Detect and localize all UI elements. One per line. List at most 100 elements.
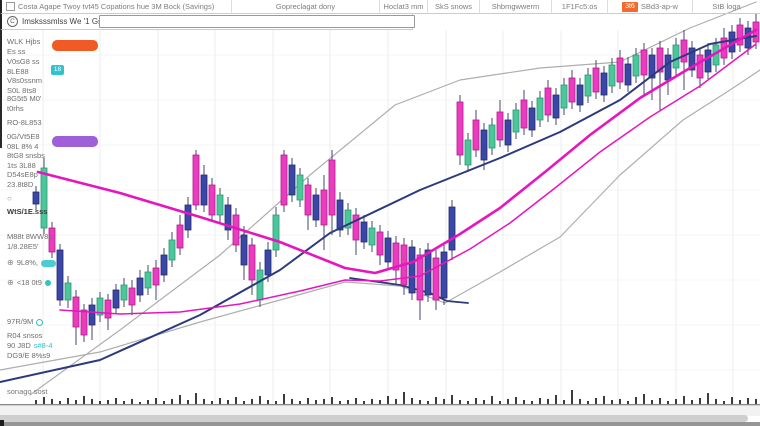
candle[interactable]	[120, 284, 128, 301]
candle[interactable]	[240, 234, 248, 266]
legend-item[interactable]: V8s0ssnm S0L 8ts8	[7, 76, 42, 95]
candle[interactable]	[32, 191, 40, 205]
candle[interactable]	[40, 167, 48, 229]
candle[interactable]	[320, 189, 328, 226]
watchlist-item[interactable]: Costa Agape Twoy tvt45 Copations hue 3M …	[0, 0, 232, 14]
candle[interactable]	[376, 231, 384, 256]
candle[interactable]	[704, 49, 712, 73]
candle[interactable]	[496, 111, 504, 141]
candle[interactable]	[160, 254, 168, 276]
candle[interactable]	[528, 107, 536, 131]
symbol-search-input[interactable]	[99, 15, 415, 28]
candle[interactable]	[464, 139, 472, 166]
candle[interactable]	[480, 129, 488, 161]
candle[interactable]	[208, 184, 216, 216]
candle[interactable]	[456, 101, 464, 156]
candle[interactable]	[680, 39, 688, 63]
candle[interactable]	[736, 24, 744, 46]
candle[interactable]	[640, 49, 648, 76]
candle[interactable]	[384, 237, 392, 263]
candle[interactable]	[632, 54, 640, 77]
candle[interactable]	[664, 54, 672, 81]
candle[interactable]	[432, 257, 440, 301]
legend-item[interactable]: RO-8L853	[7, 118, 42, 128]
candle[interactable]	[536, 97, 544, 121]
candle[interactable]	[112, 289, 120, 309]
candle[interactable]	[600, 72, 608, 96]
candle[interactable]	[576, 84, 584, 106]
toolbar-cell-3[interactable]: SkS snows	[428, 0, 480, 14]
candle[interactable]	[616, 57, 624, 83]
candle[interactable]	[200, 174, 208, 206]
candle[interactable]	[168, 239, 176, 261]
checkbox[interactable]	[6, 2, 15, 11]
candle[interactable]	[216, 194, 224, 216]
candle[interactable]	[296, 174, 304, 201]
legend-item[interactable]: WtS/1E.sss	[7, 207, 47, 217]
candle[interactable]	[272, 214, 280, 251]
candle[interactable]	[544, 87, 552, 116]
candle[interactable]	[304, 184, 312, 216]
toolbar-cell-1[interactable]: Gopreclagat dony	[232, 0, 380, 14]
candle[interactable]	[224, 204, 232, 231]
legend-item[interactable]: V0sG8 ss 8LE88 18	[7, 57, 64, 76]
candle[interactable]	[568, 77, 576, 103]
candle[interactable]	[672, 44, 680, 69]
candle[interactable]	[152, 267, 160, 286]
candle[interactable]	[176, 224, 184, 249]
legend-item[interactable]: 97R/9M	[7, 317, 44, 327]
candle[interactable]	[344, 209, 352, 229]
candle[interactable]	[624, 63, 632, 86]
candle[interactable]	[64, 282, 72, 301]
candle[interactable]	[336, 199, 344, 231]
candle[interactable]	[488, 124, 496, 149]
candle[interactable]	[48, 227, 56, 253]
candle[interactable]	[696, 54, 704, 79]
legend-item[interactable]: M88t 8WW8s 1/8.28E5'	[7, 232, 52, 251]
legend-item[interactable]: WLK Hjbs Es ss	[7, 37, 98, 56]
legend-item[interactable]: ⊕ 9L8%,	[7, 258, 56, 268]
candle[interactable]	[80, 309, 88, 336]
candle[interactable]	[648, 54, 656, 79]
candle[interactable]	[96, 297, 104, 316]
toolbar-cell-6[interactable]: 3t6 SBd3-ap-w	[608, 0, 693, 14]
candle[interactable]	[656, 47, 664, 73]
candle[interactable]	[256, 269, 264, 301]
candle[interactable]	[504, 119, 512, 146]
candle[interactable]	[104, 299, 112, 319]
candle[interactable]	[248, 244, 256, 281]
horizontal-scrollbar[interactable]	[0, 415, 748, 422]
candle[interactable]	[328, 159, 336, 216]
candle[interactable]	[472, 119, 480, 151]
candle[interactable]	[408, 246, 416, 294]
candle[interactable]	[512, 109, 520, 133]
legend-item[interactable]: DG9/E 8%s9	[7, 351, 50, 361]
legend-item[interactable]: ○	[7, 194, 12, 204]
candle[interactable]	[312, 194, 320, 221]
candle[interactable]	[440, 251, 448, 299]
candle[interactable]	[520, 99, 528, 129]
candle[interactable]	[368, 227, 376, 246]
toolbar-cell-2[interactable]: Hoclat3 mm	[380, 0, 428, 14]
toolbar-cell-4[interactable]: Shbmgwwerm	[480, 0, 552, 14]
candle[interactable]	[264, 249, 272, 276]
candle[interactable]	[128, 287, 136, 306]
candle[interactable]	[584, 74, 592, 97]
candle[interactable]	[288, 164, 296, 196]
candle[interactable]	[416, 254, 424, 301]
candle[interactable]	[360, 221, 368, 243]
candle[interactable]	[592, 67, 600, 93]
candle[interactable]	[552, 94, 560, 119]
candle[interactable]	[56, 249, 64, 301]
candle[interactable]	[88, 304, 96, 326]
candle[interactable]	[144, 271, 152, 289]
legend-item[interactable]: R04 snsos 90 J8D s#8-4	[7, 331, 53, 350]
legend-item[interactable]: 8G5t5 M0' t0rhs	[7, 94, 41, 113]
candle[interactable]	[608, 64, 616, 87]
legend-item[interactable]: D54sE8p 23.8t8D	[7, 170, 38, 189]
legend-item[interactable]: 0G/Vt5E8 08L 8% 4	[7, 132, 98, 151]
candle[interactable]	[184, 204, 192, 231]
candle[interactable]	[280, 154, 288, 206]
candle[interactable]	[352, 214, 360, 241]
